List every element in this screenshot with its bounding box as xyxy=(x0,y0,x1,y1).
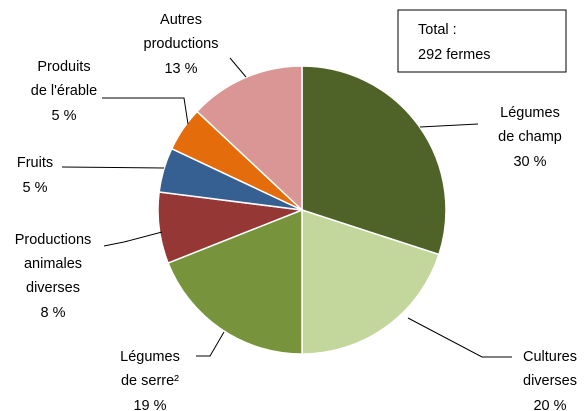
value-label: 5 % xyxy=(23,180,48,196)
pie-slice xyxy=(167,208,303,355)
value-label: 5 % xyxy=(52,108,77,124)
pie-slice xyxy=(301,208,440,355)
leader-line xyxy=(102,97,189,125)
pie-slice xyxy=(195,65,303,212)
leader-line xyxy=(103,231,163,247)
leader-line xyxy=(61,166,165,169)
value-label: 20 % xyxy=(533,398,566,411)
category-label: Légumes de champ xyxy=(498,105,562,145)
category-label: Légumes de serre² xyxy=(120,349,180,389)
leader-line xyxy=(419,123,479,128)
value-label: 8 % xyxy=(41,305,66,321)
leader-line xyxy=(229,57,247,78)
category-label: Cultures diverses xyxy=(523,349,577,389)
category-label: Productions animales diverses xyxy=(15,232,92,296)
value-label: 19 % xyxy=(133,398,166,411)
pie-slice xyxy=(301,65,447,256)
leader-line xyxy=(196,331,225,357)
value-label: 13 % xyxy=(164,61,197,77)
annotation: 292 fermes xyxy=(418,47,491,63)
annotation: Total : xyxy=(418,22,457,38)
value-label: 30 % xyxy=(513,154,546,170)
leader-line xyxy=(407,317,512,358)
category-label: Produits de l'érable xyxy=(31,59,97,99)
category-label: Fruits xyxy=(17,155,53,171)
total-box xyxy=(397,9,567,73)
category-label: Autres productions xyxy=(144,12,219,52)
